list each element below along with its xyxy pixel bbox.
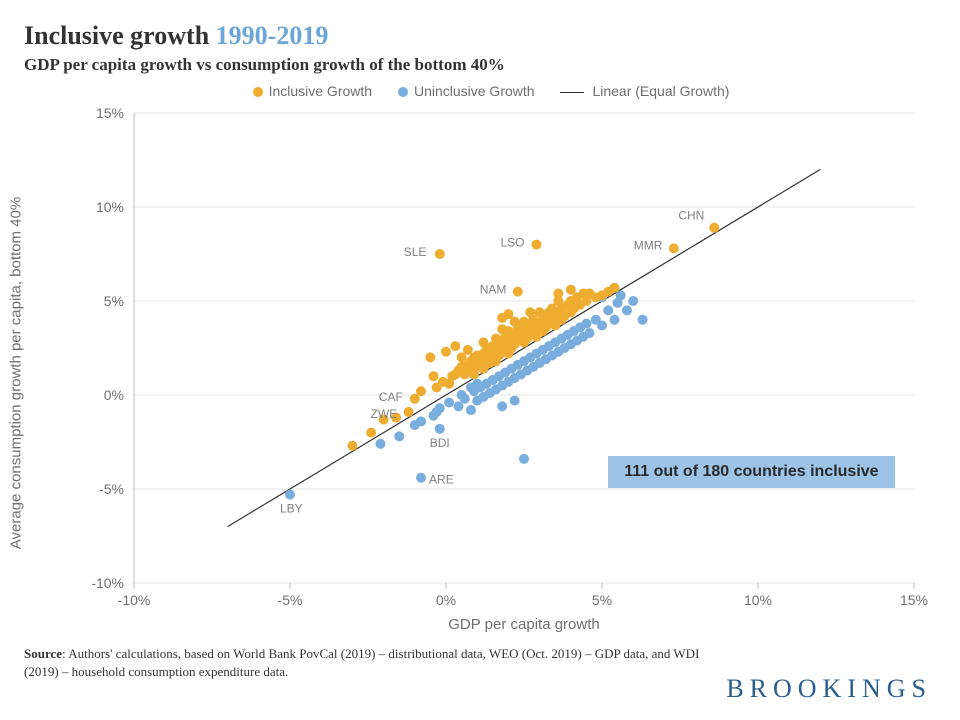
svg-text:15%: 15% [96,105,124,121]
svg-text:NAM: NAM [480,283,507,297]
chart-container: Inclusive growth 1990-2019 GDP per capit… [0,0,960,720]
svg-text:-5%: -5% [278,592,303,608]
svg-text:10%: 10% [96,199,124,215]
svg-text:ARE: ARE [429,473,454,487]
chart-legend: Inclusive Growth Uninclusive Growth Line… [24,83,936,99]
legend-label-uninclusive: Uninclusive Growth [414,83,535,99]
svg-text:15%: 15% [900,592,928,608]
source-citation: Source: Authors' calculations, based on … [24,645,724,680]
svg-text:MMR: MMR [634,239,663,253]
source-label: Source [24,646,62,661]
callout-box: 111 out of 180 countries inclusive [608,456,894,488]
svg-text:10%: 10% [744,592,772,608]
svg-text:BDI: BDI [430,436,450,450]
brand-logo: BROOKINGS [726,674,932,704]
chart-subtitle: GDP per capita growth vs consumption gro… [24,55,936,75]
scatter-plot: -10% -5% 0% 5% 10% 15% -10% -5% 0% 5% 10% 15% CHN MMR… [24,103,936,643]
source-text: : Authors' calculations, based on World … [24,646,699,679]
svg-text:SLE: SLE [404,245,427,259]
svg-text:CHN: CHN [678,209,704,223]
svg-text:LBY: LBY [280,502,303,516]
svg-text:-10%: -10% [91,575,124,591]
title-prefix: Inclusive growth [24,21,216,50]
svg-text:GDP per capita growth: GDP per capita growth [448,616,599,633]
svg-text:LSO: LSO [500,236,524,250]
svg-text:CAF: CAF [379,390,403,404]
legend-swatch-line [560,92,584,93]
svg-text:0%: 0% [436,592,456,608]
legend-swatch-inclusive [253,87,263,97]
svg-text:-10%: -10% [118,592,151,608]
svg-text:5%: 5% [592,592,612,608]
svg-text:ZWE: ZWE [371,407,398,421]
svg-text:5%: 5% [104,293,124,309]
chart-title: Inclusive growth 1990-2019 [24,20,936,51]
legend-label-line: Linear (Equal Growth) [592,83,729,99]
legend-swatch-uninclusive [398,87,408,97]
legend-label-inclusive: Inclusive Growth [269,83,372,99]
svg-text:0%: 0% [104,387,124,403]
chart-area: Average consumption growth per capita, b… [24,103,936,643]
svg-text:-5%: -5% [99,481,124,497]
title-year-range: 1990-2019 [216,21,329,50]
